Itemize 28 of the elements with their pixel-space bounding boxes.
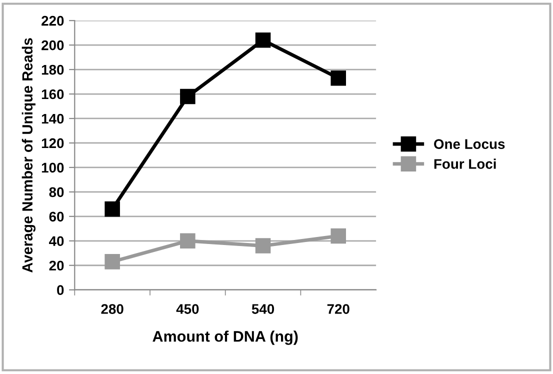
y-tick-label: 80 — [49, 187, 64, 198]
point — [180, 233, 196, 249]
point — [180, 88, 196, 104]
y-tick-label: 0 — [57, 285, 64, 296]
y-tick-label: 160 — [42, 89, 64, 100]
legend-label: One Locus — [434, 139, 505, 149]
x-tick-label: 450 — [176, 304, 199, 314]
y-tick-label: 20 — [49, 260, 64, 271]
y-tick-label: 40 — [49, 236, 64, 246]
y-tick-label: 220 — [42, 16, 64, 26]
y-axis-title: Average Number of Unique Reads — [22, 38, 36, 272]
x-axis-title: Amount of DNA (ng) — [152, 330, 298, 345]
point — [255, 32, 271, 48]
point — [255, 238, 271, 254]
legend-label: Four Loci — [434, 158, 496, 169]
y-tick-label: 140 — [42, 114, 64, 124]
x-tick-label: 720 — [327, 304, 350, 314]
y-tick-label: 200 — [42, 40, 64, 50]
y-tick-label: 60 — [49, 212, 64, 222]
x-tick-label: 540 — [252, 304, 274, 314]
point — [330, 70, 346, 86]
y-tick-label: 180 — [42, 64, 64, 75]
point — [104, 201, 120, 217]
point — [104, 254, 120, 270]
y-tick-label: 120 — [42, 138, 64, 148]
y-tick-label: 100 — [42, 162, 64, 173]
point — [330, 228, 346, 244]
x-tick-label: 280 — [101, 304, 124, 314]
